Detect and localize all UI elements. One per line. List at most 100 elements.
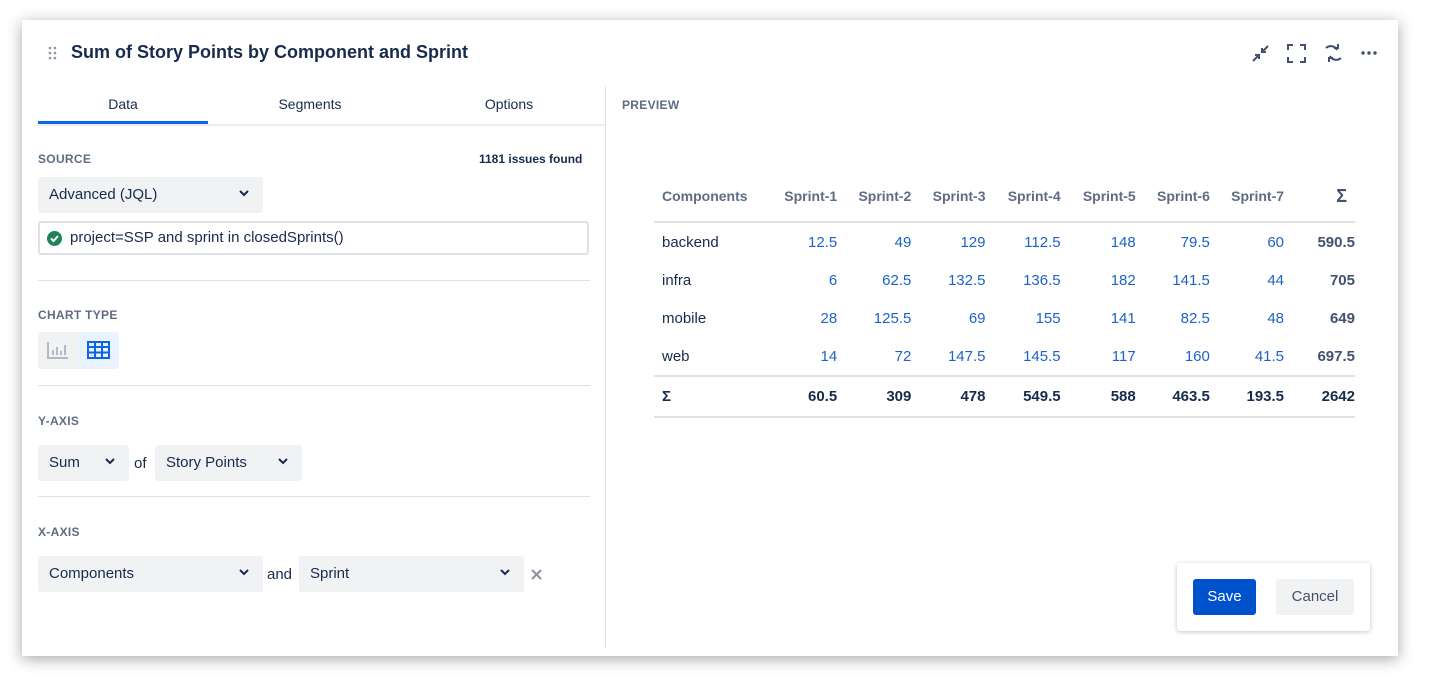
row-label: infra [662, 271, 692, 289]
widget-title: Sum of Story Points by Component and Spr… [71, 42, 469, 62]
section-label: X-AXIS [38, 525, 80, 539]
row-label: mobile [662, 309, 707, 327]
dropdown[interactable]: Sum [38, 445, 129, 481]
dropdown[interactable]: Components [38, 556, 263, 592]
cell: 49 [894, 233, 912, 251]
dropdown-value: Components [49, 565, 135, 582]
column-header: Σ [1284, 171, 1355, 223]
tab-divider [38, 124, 606, 126]
dropdown[interactable]: Sprint [299, 556, 524, 592]
row-label: backend [662, 233, 719, 251]
cell: 147.5 [947, 347, 986, 365]
table-row: web 14 72 147.5 145.5 117 160 41.5 697.5 [654, 337, 1355, 376]
cell: 62.5 [882, 271, 912, 289]
cell: 697.5 [1317, 347, 1355, 365]
save-button[interactable]: Save [1193, 579, 1256, 615]
cell: 148 [1110, 233, 1136, 251]
joiner: of [134, 455, 147, 472]
dropdown[interactable]: Story Points [155, 445, 302, 481]
cell: 141 [1110, 309, 1136, 327]
tab[interactable]: Segments [278, 96, 342, 112]
cell: 60 [1267, 233, 1285, 251]
separator [38, 280, 590, 281]
total-cell: 2642 [1284, 375, 1355, 418]
separator [38, 496, 590, 497]
chevron [239, 569, 249, 576]
total-cell: 309 [837, 375, 912, 418]
column-header: Sprint-4 [985, 171, 1061, 223]
table-option[interactable] [78, 332, 119, 369]
issue-count: 1181 issues found [479, 152, 583, 166]
jql-input[interactable]: project=SSP and sprint in closedSprints(… [38, 221, 589, 255]
cell: 28 [820, 309, 838, 327]
cell: 112.5 [1024, 233, 1061, 251]
cell: 125.5 [873, 309, 912, 327]
remove-button[interactable] [530, 568, 543, 581]
action-panel: Save Cancel [1177, 563, 1370, 631]
total-cell: 549.5 [985, 375, 1061, 418]
preview-table: Components Sprint-1 Sprint-2 Sprint-3 Sprint… [654, 171, 1355, 418]
cell: 155 [1035, 309, 1061, 327]
chevron [239, 190, 249, 197]
cell: 705 [1329, 271, 1355, 289]
cell: 649 [1329, 309, 1355, 327]
section-label: SOURCE [38, 152, 92, 166]
drag-handle[interactable] [48, 45, 58, 61]
cell: 132.5 [947, 271, 986, 289]
table-row: infra 6 62.5 132.5 136.5 182 141.5 44 705 [654, 261, 1355, 299]
cell: 14 [820, 347, 838, 365]
joiner: and [267, 566, 293, 583]
cell: 12.5 [807, 233, 838, 251]
cell: 79.5 [1180, 233, 1210, 251]
column-header: Sprint-1 [766, 171, 838, 223]
cell: 136.5 [1023, 271, 1061, 289]
section-label: Y-AXIS [38, 414, 80, 428]
total-cell: 478 [911, 375, 986, 418]
column-header: Components [654, 171, 767, 223]
card [22, 20, 1398, 656]
column-header: Sprint-7 [1209, 171, 1285, 223]
valid-icon [47, 231, 62, 246]
cell: 6 [828, 271, 838, 289]
tab[interactable]: Options [484, 96, 534, 112]
tab-indicator [38, 121, 208, 124]
total-cell: 463.5 [1135, 375, 1210, 418]
header-row: Components Sprint-1 Sprint-2 Sprint-3 Sprint… [654, 171, 1355, 223]
total-cell: 193.5 [1209, 375, 1285, 418]
chevron [105, 458, 115, 465]
cell: 182 [1110, 271, 1136, 289]
table-icon [87, 341, 110, 359]
row-label: Σ [654, 375, 767, 418]
total-cell: 588 [1060, 375, 1136, 418]
column-header: Sprint-5 [1060, 171, 1136, 223]
toolbar-icons[interactable] [1250, 42, 1380, 64]
panel-divider [605, 86, 606, 648]
chevron [278, 458, 288, 465]
cell: 160 [1184, 347, 1210, 365]
jql-text: project=SSP and sprint in closedSprints(… [70, 229, 344, 246]
cell: 129 [960, 233, 986, 251]
column-header: Sprint-2 [837, 171, 912, 223]
cell: 72 [894, 347, 912, 365]
cell: 82.5 [1180, 309, 1210, 327]
dropdown-value: Story Points [166, 454, 247, 471]
cancel-button[interactable]: Cancel [1276, 579, 1354, 615]
section-label: CHART TYPE [38, 308, 118, 322]
cell: 145.5 [1023, 347, 1061, 365]
total-cell: 60.5 [766, 375, 838, 418]
bar-chart-option[interactable] [47, 341, 69, 359]
cell: 590.5 [1317, 233, 1355, 251]
cell: 141.5 [1172, 271, 1210, 289]
cell: 44 [1267, 271, 1285, 289]
section-label: PREVIEW [622, 98, 680, 112]
totals-row: Σ 60.5 309 478 549.5 588 463.5 193.5 2642 [654, 375, 1355, 418]
cell: 41.5 [1254, 347, 1285, 365]
table-row: mobile 28 125.5 69 155 141 82.5 48 649 [654, 299, 1355, 337]
dropdown-value: Sprint [310, 565, 350, 582]
chevron [500, 569, 510, 576]
column-header: Sprint-3 [911, 171, 986, 223]
tab[interactable]: Data [108, 96, 138, 112]
dropdown[interactable]: Advanced (JQL) [38, 177, 263, 213]
separator [38, 385, 590, 386]
dropdown-value: Advanced (JQL) [49, 186, 158, 203]
